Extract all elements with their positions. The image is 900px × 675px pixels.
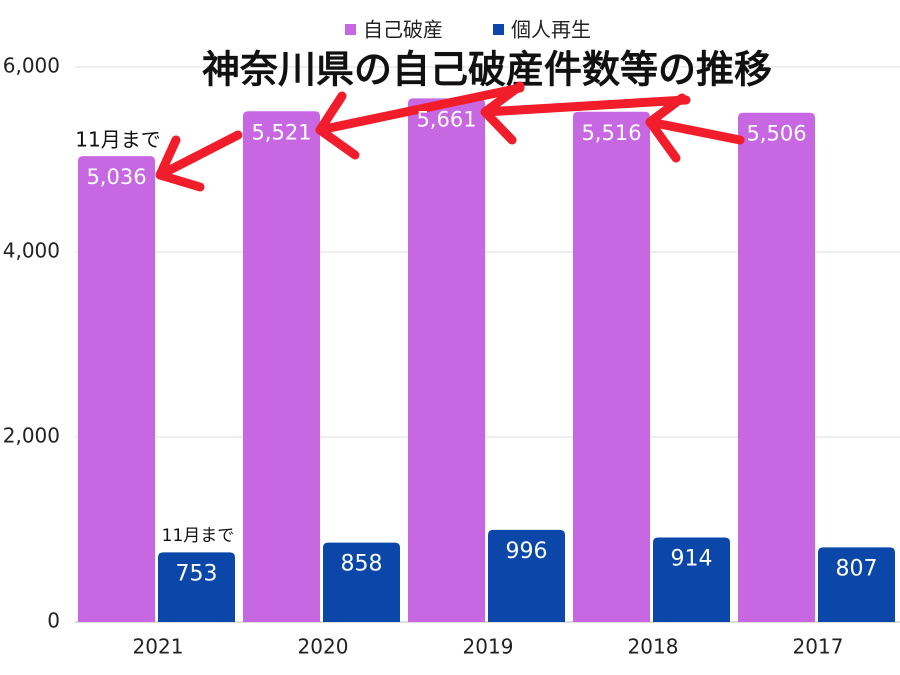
y-tick-label: 2,000 <box>3 424 60 448</box>
x-tick-label: 2019 <box>463 635 514 659</box>
arrow <box>155 130 243 192</box>
value-label: 5,521 <box>251 120 311 144</box>
bar <box>818 547 895 622</box>
bar <box>573 111 650 623</box>
bar <box>738 112 815 622</box>
value-label: 807 <box>836 556 878 581</box>
bar <box>158 552 235 622</box>
arrow <box>315 83 525 160</box>
annotation: 11月まで <box>162 526 235 546</box>
y-tick-label: 4,000 <box>3 239 60 263</box>
legend-label: 個人再生 <box>511 18 591 42</box>
annotation: 11月まで <box>75 128 160 152</box>
y-tick-label: 0 <box>47 609 60 633</box>
x-tick-label: 2020 <box>298 635 349 659</box>
bars <box>78 98 895 623</box>
bar <box>488 529 565 622</box>
bar <box>653 537 730 622</box>
arrow <box>645 93 745 163</box>
value-label: 5,506 <box>746 122 806 146</box>
x-tick-label: 2017 <box>793 635 844 659</box>
chart-title: 神奈川県の自己破産件数等の推移 <box>202 48 772 92</box>
value-label: 753 <box>176 561 218 586</box>
value-label: 5,516 <box>581 121 641 145</box>
bar <box>408 98 485 623</box>
value-label: 5,036 <box>86 165 146 189</box>
value-label: 996 <box>506 539 548 564</box>
bar <box>243 111 320 623</box>
x-tick-label: 2018 <box>628 635 679 659</box>
arrows <box>155 81 745 192</box>
bar <box>323 542 400 622</box>
x-tick-label: 2021 <box>133 635 184 659</box>
legend-swatch <box>345 24 356 35</box>
y-tick-label: 6,000 <box>3 54 60 78</box>
legend-label: 自己破産 <box>363 18 443 42</box>
legend-swatch <box>493 24 504 35</box>
arrow <box>480 81 691 145</box>
value-label: 914 <box>671 546 713 571</box>
bar <box>78 156 155 623</box>
value-label: 858 <box>341 552 383 577</box>
value-label: 5,661 <box>416 107 476 131</box>
